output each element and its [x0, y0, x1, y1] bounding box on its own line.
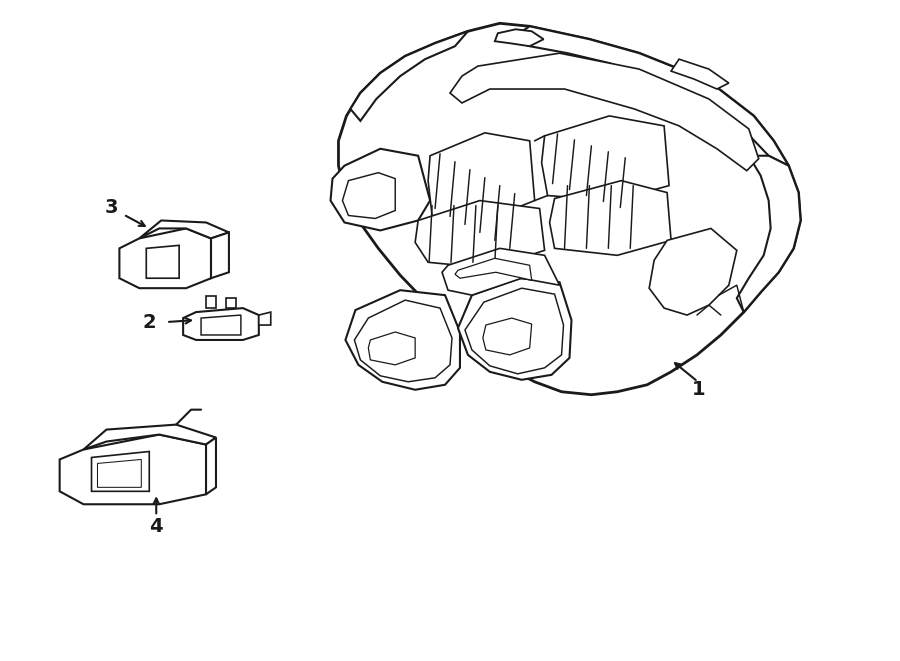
Polygon shape	[84, 424, 216, 449]
Polygon shape	[140, 221, 229, 239]
Text: 1: 1	[692, 380, 706, 399]
Polygon shape	[550, 180, 671, 255]
Polygon shape	[428, 133, 535, 221]
Text: 4: 4	[149, 517, 163, 535]
Polygon shape	[338, 23, 800, 395]
Polygon shape	[343, 173, 395, 219]
Polygon shape	[183, 308, 259, 340]
Polygon shape	[465, 288, 563, 374]
Polygon shape	[649, 229, 737, 315]
Text: 3: 3	[104, 198, 118, 217]
Polygon shape	[59, 434, 206, 504]
Polygon shape	[147, 245, 179, 278]
Polygon shape	[671, 59, 729, 89]
Polygon shape	[330, 149, 430, 231]
Polygon shape	[92, 451, 149, 491]
Polygon shape	[455, 258, 532, 280]
Text: 2: 2	[142, 313, 156, 332]
Polygon shape	[509, 26, 788, 166]
Polygon shape	[415, 200, 544, 268]
Polygon shape	[346, 290, 460, 390]
Polygon shape	[350, 31, 468, 121]
Polygon shape	[495, 29, 544, 46]
Polygon shape	[368, 332, 415, 365]
Polygon shape	[97, 459, 141, 487]
Polygon shape	[211, 233, 229, 278]
Polygon shape	[201, 315, 241, 335]
Polygon shape	[483, 318, 532, 355]
Polygon shape	[450, 53, 759, 171]
Polygon shape	[542, 116, 669, 200]
Polygon shape	[259, 312, 271, 325]
Polygon shape	[458, 278, 572, 380]
Polygon shape	[120, 229, 211, 288]
Polygon shape	[206, 296, 216, 308]
Polygon shape	[442, 249, 560, 295]
Polygon shape	[206, 438, 216, 494]
Polygon shape	[737, 156, 800, 312]
Polygon shape	[355, 300, 452, 382]
Polygon shape	[226, 298, 236, 308]
